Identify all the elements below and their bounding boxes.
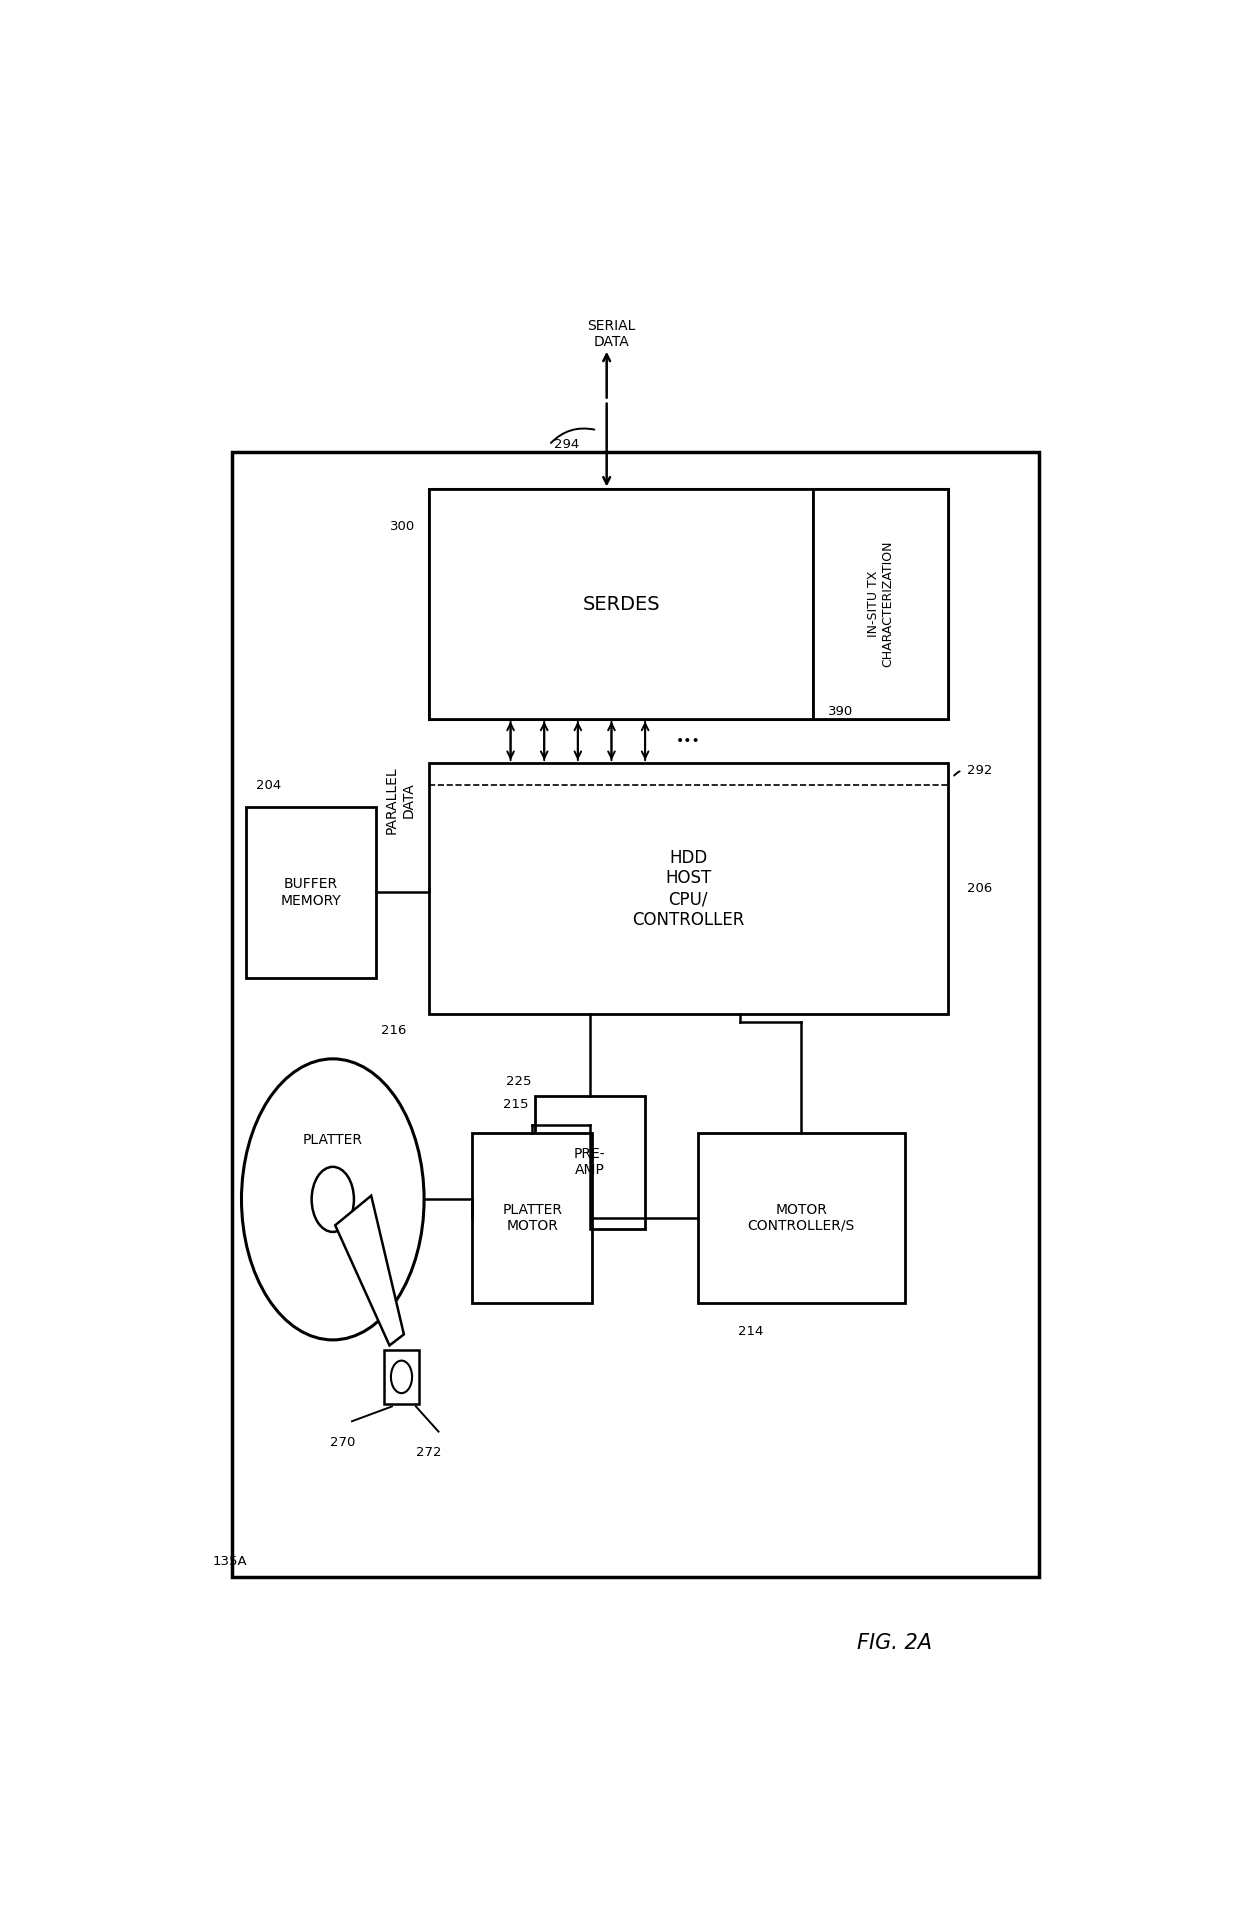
FancyBboxPatch shape bbox=[813, 490, 947, 718]
Text: SERDES: SERDES bbox=[583, 594, 660, 613]
Text: 390: 390 bbox=[828, 705, 853, 718]
Text: FIG. 2A: FIG. 2A bbox=[858, 1633, 932, 1654]
Text: MOTOR
CONTROLLER/S: MOTOR CONTROLLER/S bbox=[748, 1203, 854, 1233]
Polygon shape bbox=[335, 1195, 404, 1345]
Text: HDD
HOST
CPU/
CONTROLLER: HDD HOST CPU/ CONTROLLER bbox=[632, 849, 744, 930]
Text: PRE-
AMP: PRE- AMP bbox=[574, 1147, 605, 1178]
Text: PLATTER
MOTOR: PLATTER MOTOR bbox=[502, 1203, 562, 1233]
Text: PLATTER: PLATTER bbox=[303, 1133, 363, 1147]
Text: 204: 204 bbox=[255, 778, 281, 791]
FancyBboxPatch shape bbox=[429, 763, 947, 1014]
Text: 300: 300 bbox=[391, 521, 415, 532]
Text: IN-SITU TX
CHARACTERIZATION: IN-SITU TX CHARACTERIZATION bbox=[867, 540, 894, 667]
Text: PARALLEL
DATA: PARALLEL DATA bbox=[384, 766, 415, 834]
Text: 270: 270 bbox=[330, 1437, 355, 1448]
Text: •••: ••• bbox=[676, 734, 701, 747]
FancyBboxPatch shape bbox=[472, 1133, 593, 1302]
Text: 292: 292 bbox=[967, 765, 992, 776]
Text: 225: 225 bbox=[506, 1074, 531, 1087]
Text: BUFFER
MEMORY: BUFFER MEMORY bbox=[280, 878, 341, 907]
FancyBboxPatch shape bbox=[384, 1350, 419, 1404]
Text: SERIAL
DATA: SERIAL DATA bbox=[588, 319, 636, 350]
FancyBboxPatch shape bbox=[534, 1095, 645, 1229]
FancyBboxPatch shape bbox=[232, 453, 1039, 1577]
Text: 215: 215 bbox=[502, 1097, 528, 1110]
FancyBboxPatch shape bbox=[429, 490, 947, 718]
FancyBboxPatch shape bbox=[698, 1133, 904, 1302]
Text: 206: 206 bbox=[967, 882, 992, 895]
Text: 272: 272 bbox=[417, 1447, 441, 1460]
FancyBboxPatch shape bbox=[429, 490, 813, 718]
FancyBboxPatch shape bbox=[247, 807, 376, 978]
Text: 135A: 135A bbox=[213, 1556, 247, 1568]
Text: 214: 214 bbox=[738, 1325, 764, 1339]
Text: 294: 294 bbox=[554, 438, 579, 451]
Text: 216: 216 bbox=[381, 1024, 407, 1037]
